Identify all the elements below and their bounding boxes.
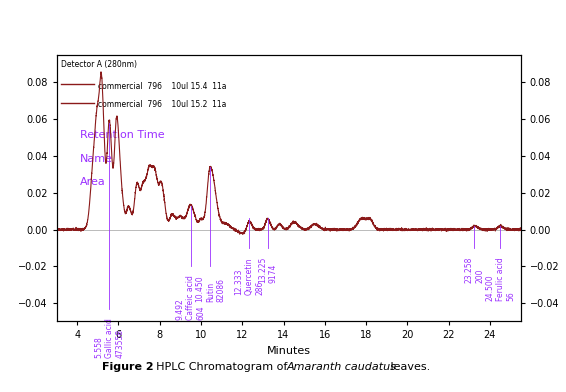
Text: Detector A (280nm): Detector A (280nm) <box>61 60 137 69</box>
Text: 10.450
Rutin
82086: 10.450 Rutin 82086 <box>195 276 225 302</box>
Text: 12.333
Quercetin
286: 12.333 Quercetin 286 <box>234 257 264 295</box>
Text: Retention Time: Retention Time <box>80 129 165 140</box>
Text: 23.258
200: 23.258 200 <box>465 257 484 283</box>
Text: leaves.: leaves. <box>387 362 430 372</box>
Text: 24.500
Ferulic acid
56: 24.500 Ferulic acid 56 <box>485 257 515 301</box>
Text: Amaranth caudatus: Amaranth caudatus <box>286 362 396 372</box>
Text: commercial  796    10ul 15.2  11a: commercial 796 10ul 15.2 11a <box>98 100 227 109</box>
Text: 9.492
Caffeic acid
604: 9.492 Caffeic acid 604 <box>175 276 205 320</box>
Text: : HPLC Chromatogram of: : HPLC Chromatogram of <box>149 362 291 372</box>
Text: 13.225
9174: 13.225 9174 <box>258 257 277 283</box>
Text: Figure 2: Figure 2 <box>102 362 153 372</box>
X-axis label: Minutes: Minutes <box>267 346 311 356</box>
Text: 5.558
Gallic acid
473558: 5.558 Gallic acid 473558 <box>95 318 125 358</box>
Text: Name: Name <box>80 154 113 163</box>
Text: Area: Area <box>80 178 105 187</box>
Text: commercial  796    10ul 15.4  11a: commercial 796 10ul 15.4 11a <box>98 82 227 91</box>
